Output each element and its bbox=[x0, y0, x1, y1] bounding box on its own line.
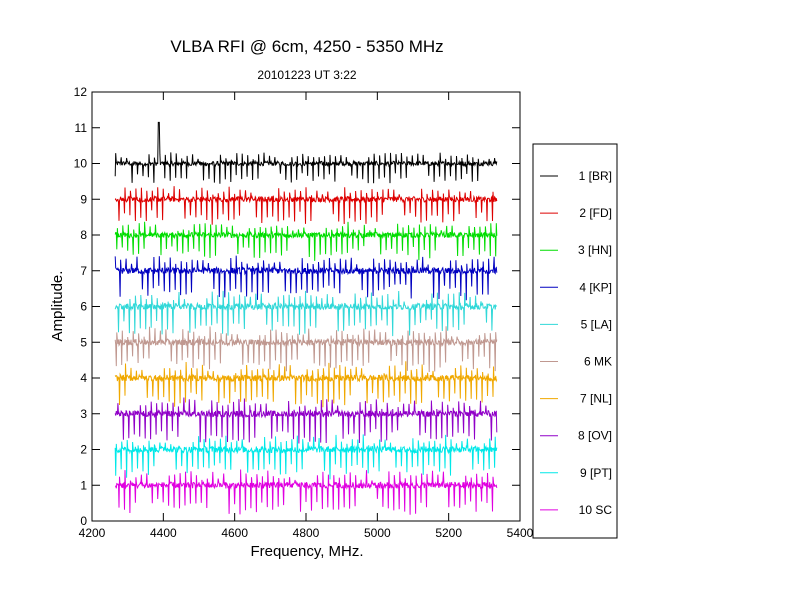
legend: 1 [BR] 2 [FD] 3 [HN] 4 [KP] 5 [LA] 6 MK 7 [NL]… bbox=[540, 169, 612, 517]
legend-label: 5 [LA] bbox=[581, 317, 612, 331]
x-axis: 4200 4400 4600 4800 5000 5200 5400 bbox=[79, 92, 534, 540]
series-line bbox=[114, 186, 498, 225]
y-tick-label: 5 bbox=[80, 335, 87, 349]
series-line bbox=[114, 255, 498, 301]
chart-title: VLBA RFI @ 6cm, 4250 - 5350 MHz bbox=[170, 37, 443, 56]
x-axis-label: Frequency, MHz. bbox=[250, 543, 363, 560]
series-line bbox=[114, 434, 498, 480]
x-tick-label: 4600 bbox=[221, 526, 248, 540]
legend-label: 9 [PT] bbox=[580, 466, 612, 480]
x-tick-label: 4400 bbox=[150, 526, 177, 540]
y-tick-label: 12 bbox=[74, 85, 88, 99]
y-tick-label: 1 bbox=[80, 478, 87, 492]
x-tick-label: 5200 bbox=[435, 526, 462, 540]
legend-label: 3 [HN] bbox=[578, 243, 612, 257]
y-axis-label: Amplitude. bbox=[49, 271, 66, 342]
y-tick-label: 8 bbox=[80, 228, 87, 242]
y-tick-label: 11 bbox=[75, 121, 88, 135]
legend-label: 1 [BR] bbox=[579, 169, 612, 183]
x-tick-label: 4200 bbox=[79, 526, 106, 540]
legend-label: 4 [KP] bbox=[579, 280, 612, 294]
x-tick-label: 5400 bbox=[507, 526, 534, 540]
y-tick-label: 4 bbox=[80, 371, 87, 385]
legend-label: 10 SC bbox=[579, 503, 613, 517]
legend-label: 2 [FD] bbox=[579, 206, 612, 220]
y-tick-label: 7 bbox=[80, 264, 87, 278]
y-tick-label: 10 bbox=[74, 157, 88, 171]
y-tick-label: 9 bbox=[80, 192, 87, 206]
y-tick-label: 3 bbox=[80, 407, 87, 421]
x-tick-label: 5000 bbox=[364, 526, 391, 540]
series-line bbox=[114, 290, 497, 337]
y-tick-label: 6 bbox=[80, 300, 87, 314]
series-line bbox=[114, 361, 498, 408]
x-tick-label: 4800 bbox=[293, 526, 320, 540]
series-line bbox=[114, 221, 498, 261]
legend-label: 6 MK bbox=[584, 355, 612, 369]
series-lines bbox=[114, 121, 498, 515]
legend-label: 8 [OV] bbox=[578, 429, 612, 443]
y-tick-label: 0 bbox=[80, 514, 87, 528]
series-line bbox=[114, 326, 498, 373]
series-line bbox=[114, 397, 498, 444]
legend-label: 7 [NL] bbox=[580, 392, 612, 406]
y-tick-label: 2 bbox=[80, 443, 87, 457]
series-line bbox=[114, 469, 498, 515]
chart-subtitle: 20101223 UT 3:22 bbox=[257, 68, 357, 82]
series-line bbox=[114, 121, 498, 184]
